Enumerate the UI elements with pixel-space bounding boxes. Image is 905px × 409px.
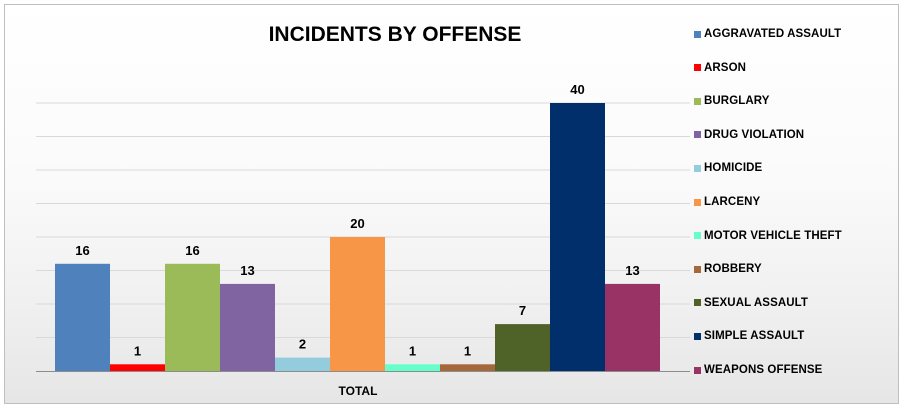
bar-arson bbox=[110, 364, 165, 371]
legend-item: ARSON bbox=[694, 60, 746, 76]
data-label: 16 bbox=[185, 243, 199, 258]
data-label: 1 bbox=[409, 343, 416, 358]
data-label: 1 bbox=[134, 343, 141, 358]
data-label: 7 bbox=[519, 303, 526, 318]
legend-item: SIMPLE ASSAULT bbox=[694, 328, 804, 344]
legend-item: DRUG VIOLATION bbox=[694, 127, 804, 143]
bar-burglary bbox=[165, 263, 220, 371]
bar-simple-assault bbox=[550, 103, 605, 371]
legend-label: ARSON bbox=[704, 61, 747, 74]
bar-motor-vehicle-theft bbox=[385, 364, 440, 371]
legend-label: SEXUAL ASSAULT bbox=[704, 296, 809, 309]
legend-label: MOTOR VEHICLE THEFT bbox=[704, 229, 842, 242]
legend-label: HOMICIDE bbox=[704, 162, 763, 175]
bar-robbery bbox=[440, 364, 495, 371]
data-label: 2 bbox=[299, 337, 306, 352]
legend-label: BURGLARY bbox=[704, 95, 770, 108]
legend-swatch bbox=[694, 30, 701, 38]
bar-aggravated-assault bbox=[55, 263, 110, 371]
legend-swatch bbox=[694, 164, 701, 172]
data-label: 20 bbox=[350, 216, 364, 231]
legend-swatch bbox=[694, 198, 701, 206]
legend-swatch bbox=[694, 332, 701, 340]
legend-swatch bbox=[694, 232, 701, 240]
x-tick-label: TOTAL bbox=[339, 384, 378, 398]
legend-item: LARCENY bbox=[694, 194, 760, 210]
chart-title: INCIDENTS BY OFFENSE bbox=[268, 23, 522, 46]
bar-drug-violation bbox=[220, 283, 275, 371]
data-label: 13 bbox=[625, 263, 639, 278]
data-label: 40 bbox=[570, 82, 584, 97]
legend-label: ROBBERY bbox=[704, 263, 762, 276]
legend-item: MOTOR VEHICLE THEFT bbox=[694, 228, 842, 244]
bar-homicide bbox=[275, 357, 330, 371]
legend-item: ROBBERY bbox=[694, 261, 762, 277]
legend-swatch bbox=[694, 299, 701, 307]
legend-swatch bbox=[694, 131, 701, 139]
legend-item: WEAPONS OFFENSE bbox=[694, 362, 822, 378]
legend-swatch bbox=[694, 366, 701, 374]
legend-item: SEXUAL ASSAULT bbox=[694, 295, 808, 311]
legend-label: WEAPONS OFFENSE bbox=[704, 364, 823, 376]
legend-label: AGGRAVATED ASSAULT bbox=[704, 28, 842, 40]
legend-swatch bbox=[694, 265, 701, 273]
legend-item: HOMICIDE bbox=[694, 160, 762, 176]
legend-label: LARCENY bbox=[704, 196, 761, 208]
legend-swatch bbox=[694, 97, 701, 105]
legend-label: SIMPLE ASSAULT bbox=[704, 330, 805, 343]
bar-larceny bbox=[330, 237, 385, 371]
legend-swatch bbox=[694, 64, 701, 72]
data-label: 16 bbox=[75, 243, 89, 258]
data-label: 13 bbox=[240, 263, 254, 278]
bar-weapons-offense bbox=[605, 283, 660, 371]
legend-label: DRUG VIOLATION bbox=[704, 128, 805, 141]
legend-item: BURGLARY bbox=[694, 93, 770, 109]
data-label: 1 bbox=[464, 343, 471, 358]
bar-sexual-assault bbox=[495, 324, 550, 371]
legend-item: AGGRAVATED ASSAULT bbox=[694, 26, 841, 42]
